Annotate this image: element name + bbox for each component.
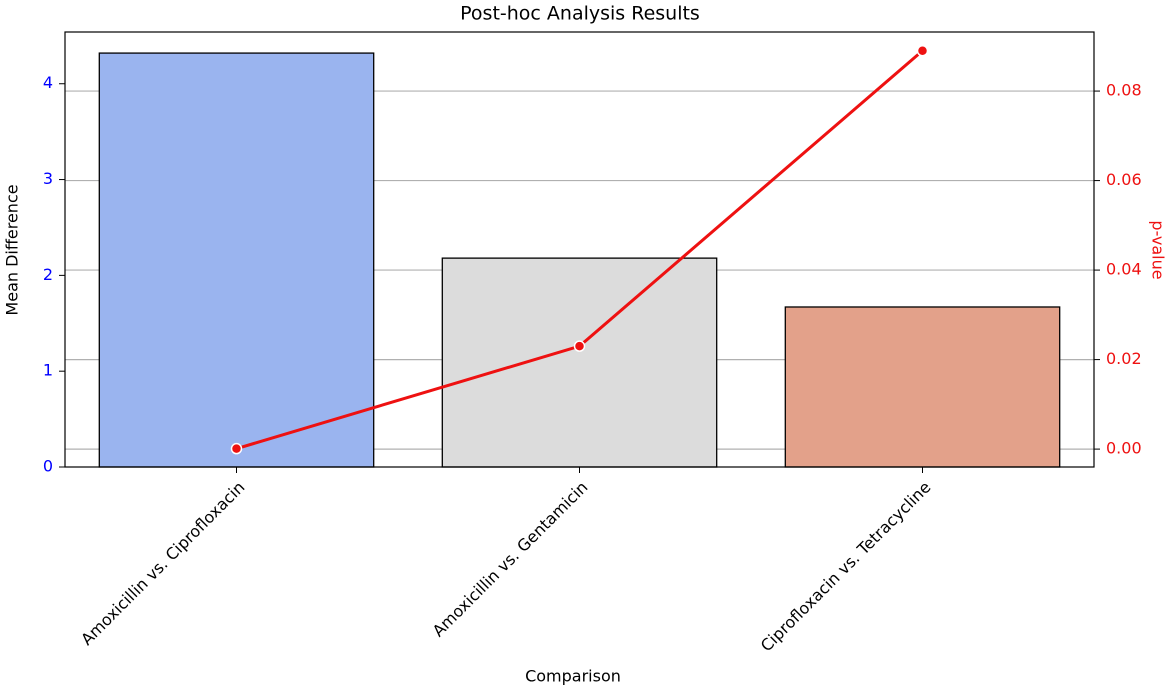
y2-tick-label: 0.04 [1106,260,1142,279]
y2-tick-label: 0.08 [1106,81,1142,100]
x-axis-label: Comparison [525,667,621,686]
chart-title: Post-hoc Analysis Results [460,3,700,25]
y-tick-label: 1 [43,361,53,380]
bar [98,52,375,468]
y2-tick-label: 0.06 [1106,170,1142,189]
bar [784,306,1061,468]
y2-tick-label: 0.00 [1106,439,1142,458]
line-point [573,340,586,352]
y-tick-label: 0 [43,457,53,476]
y2-tick-label: 0.02 [1106,349,1142,368]
y-tick-label: 4 [43,73,53,92]
x-tick-label: Ciprofloxacin vs. Tetracycline [757,478,935,656]
y-tick-label: 2 [43,265,53,284]
y-axis-label: Mean Difference [3,184,22,315]
y2-axis-label: p-value [1149,220,1168,279]
y-tick-label: 3 [43,169,53,188]
bar [441,257,718,468]
x-tick-label: Amoxicillin vs. Ciprofloxacin [77,478,248,649]
x-tick-label: Amoxicillin vs. Gentamicin [429,478,592,641]
line-point [230,442,243,455]
line-point [916,45,929,57]
